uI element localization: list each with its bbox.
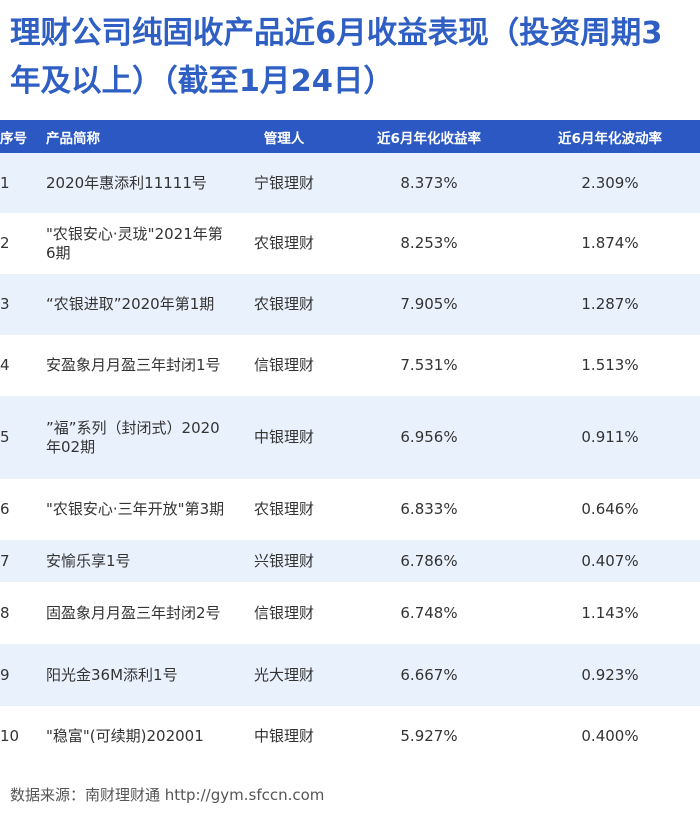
table-row: 4 安盈象月月盈三年封闭1号 信银理财 7.531% 1.513% [0,335,700,396]
cell-manager: 农银理财 [230,479,338,540]
cell-return: 7.531% [338,335,520,396]
header-no: 序号 [0,120,46,153]
table-row: 7 安愉乐享1号 兴银理财 6.786% 0.407% [0,540,700,582]
cell-volatility: 0.923% [520,644,700,706]
cell-volatility: 1.143% [520,582,700,644]
cell-product-name: "农银安心·灵珑"2021年第6期 [46,213,230,274]
cell-volatility: 0.400% [520,706,700,767]
cell-return: 6.833% [338,479,520,540]
header-volatility: 近6月年化波动率 [520,120,700,153]
cell-product-name: 阳光金36M添利1号 [46,644,230,706]
cell-return: 7.905% [338,274,520,335]
cell-volatility: 1.287% [520,274,700,335]
cell-return: 6.956% [338,396,520,479]
cell-no: 8 [0,582,46,644]
table-row: 10 "稳富"(可续期)202001 中银理财 5.927% 0.400% [0,706,700,767]
cell-no: 1 [0,153,46,213]
cell-no: 7 [0,540,46,582]
chart-title: 理财公司纯固收产品近6月收益表现（投资周期3年及以上）（截至1月24日） [10,16,663,99]
cell-return: 6.748% [338,582,520,644]
cell-no: 5 [0,396,46,479]
cell-manager: 中银理财 [230,396,338,479]
cell-product-name: ”福”系列（封闭式）2020年02期 [46,396,230,479]
cell-volatility: 1.513% [520,335,700,396]
cell-manager: 农银理财 [230,213,338,274]
cell-manager: 光大理财 [230,644,338,706]
cell-volatility: 1.874% [520,213,700,274]
cell-return: 6.786% [338,540,520,582]
cell-return: 5.927% [338,706,520,767]
table-row: 2 "农银安心·灵珑"2021年第6期 农银理财 8.253% 1.874% [0,213,700,274]
cell-volatility: 0.911% [520,396,700,479]
table-row: 3 “农银进取”2020年第1期 农银理财 7.905% 1.287% [0,274,700,335]
cell-manager: 宁银理财 [230,153,338,213]
cell-product-name: "农银安心·三年开放"第3期 [46,479,230,540]
cell-volatility: 0.646% [520,479,700,540]
cell-manager: 信银理财 [230,335,338,396]
cell-product-name: “农银进取”2020年第1期 [46,274,230,335]
header-manager: 管理人 [230,120,338,153]
cell-product-name: 固盈象月月盈三年封闭2号 [46,582,230,644]
cell-return: 8.373% [338,153,520,213]
cell-no: 10 [0,706,46,767]
table-row: 8 固盈象月月盈三年封闭2号 信银理财 6.748% 1.143% [0,582,700,644]
cell-volatility: 2.309% [520,153,700,213]
source-note: 数据来源：南财理财通 http://gym.sfccn.com [10,786,325,804]
header-name: 产品简称 [46,120,230,153]
cell-manager: 信银理财 [230,582,338,644]
cell-no: 4 [0,335,46,396]
cell-product-name: 安愉乐享1号 [46,540,230,582]
cell-return: 6.667% [338,644,520,706]
cell-return: 8.253% [338,213,520,274]
cell-product-name: 2020年惠添利11111号 [46,153,230,213]
cell-product-name: "稳富"(可续期)202001 [46,706,230,767]
cell-no: 3 [0,274,46,335]
cell-manager: 农银理财 [230,274,338,335]
table-row: 5 ”福”系列（封闭式）2020年02期 中银理财 6.956% 0.911% [0,396,700,479]
header-return: 近6月年化收益率 [338,120,520,153]
cell-volatility: 0.407% [520,540,700,582]
cell-no: 2 [0,213,46,274]
cell-no: 6 [0,479,46,540]
cell-product-name: 安盈象月月盈三年封闭1号 [46,335,230,396]
product-table: 序号 产品简称 管理人 近6月年化收益率 近6月年化波动率 1 2020年惠添利1… [0,120,700,767]
table-row: 9 阳光金36M添利1号 光大理财 6.667% 0.923% [0,644,700,706]
table-header-row: 序号 产品简称 管理人 近6月年化收益率 近6月年化波动率 [0,120,700,153]
table-body: 1 2020年惠添利11111号 宁银理财 8.373% 2.309% 2 "农银安心·灵珑… [0,153,700,767]
cell-manager: 兴银理财 [230,540,338,582]
table-row: 1 2020年惠添利11111号 宁银理财 8.373% 2.309% [0,153,700,213]
cell-manager: 中银理财 [230,706,338,767]
table-row: 6 "农银安心·三年开放"第3期 农银理财 6.833% 0.646% [0,479,700,540]
cell-no: 9 [0,644,46,706]
